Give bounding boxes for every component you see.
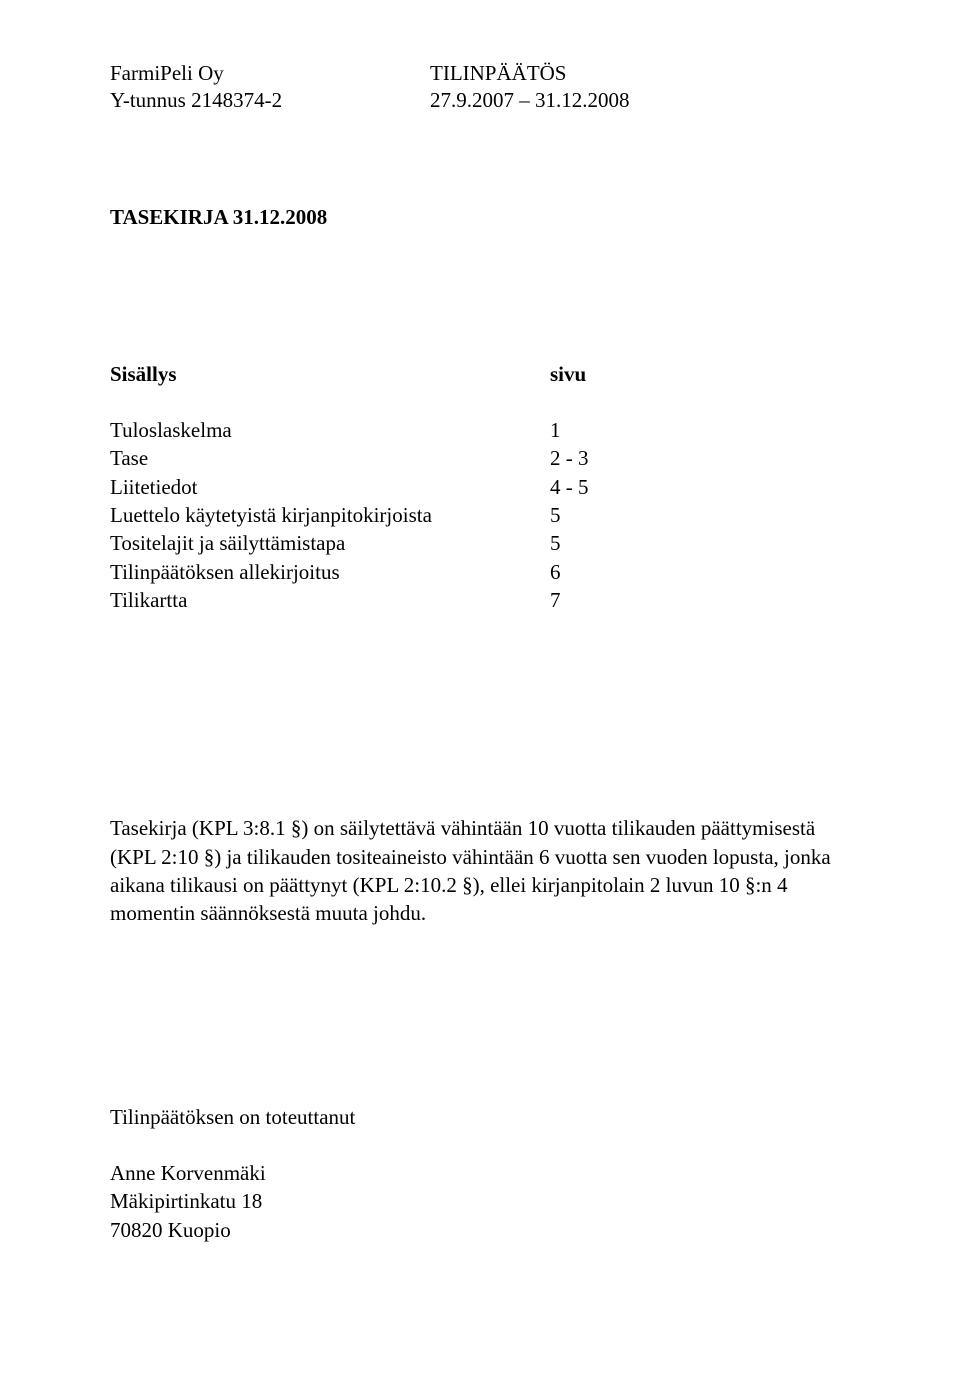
contents-row: Luettelo käytetyistä kirjanpitokirjoista…: [110, 501, 860, 529]
page-title: TASEKIRJA 31.12.2008: [110, 205, 860, 230]
contents-item-label: Tilikartta: [110, 586, 550, 614]
contents-item-page: 2 - 3: [550, 444, 630, 472]
contents-row: Tuloslaskelma 1: [110, 416, 860, 444]
preparer-name: Anne Korvenmäki: [110, 1159, 860, 1187]
contents-header: Sisällys sivu: [110, 360, 860, 388]
footer-block: Tilinpäätöksen on toteuttanut Anne Korve…: [110, 1103, 860, 1244]
preparer-address-1: Mäkipirtinkatu 18: [110, 1187, 860, 1215]
header-left: FarmiPeli Oy Y-tunnus 2148374-2: [110, 60, 430, 115]
preparer-address-2: 70820 Kuopio: [110, 1216, 860, 1244]
document-page: FarmiPeli Oy Y-tunnus 2148374-2 TILINPÄÄ…: [0, 0, 960, 1398]
contents-row: Liitetiedot 4 - 5: [110, 473, 860, 501]
spacer: [110, 1131, 860, 1159]
contents-row: Tilinpäätöksen allekirjoitus 6: [110, 558, 860, 586]
contents-block: Sisällys sivu Tuloslaskelma 1 Tase 2 - 3…: [110, 360, 860, 615]
contents-item-label: Tilinpäätöksen allekirjoitus: [110, 558, 550, 586]
contents-row: Tilikartta 7: [110, 586, 860, 614]
contents-row: Tositelajit ja säilyttämistapa 5: [110, 529, 860, 557]
contents-item-page: 4 - 5: [550, 473, 630, 501]
contents-item-label: Liitetiedot: [110, 473, 550, 501]
doc-period: 27.9.2007 – 31.12.2008: [430, 87, 630, 114]
retention-paragraph: Tasekirja (KPL 3:8.1 §) on säilytettävä …: [110, 814, 850, 927]
header-right: TILINPÄÄTÖS 27.9.2007 – 31.12.2008: [430, 60, 630, 115]
contents-heading-label: Sisällys: [110, 360, 550, 388]
contents-item-label: Tositelajit ja säilyttämistapa: [110, 529, 550, 557]
contents-heading-page: sivu: [550, 360, 630, 388]
company-id: Y-tunnus 2148374-2: [110, 87, 430, 114]
contents-row: Tase 2 - 3: [110, 444, 860, 472]
header: FarmiPeli Oy Y-tunnus 2148374-2 TILINPÄÄ…: [110, 60, 860, 115]
company-name: FarmiPeli Oy: [110, 60, 430, 87]
contents-item-label: Luettelo käytetyistä kirjanpitokirjoista: [110, 501, 550, 529]
prepared-by-label: Tilinpäätöksen on toteuttanut: [110, 1103, 860, 1131]
doc-type: TILINPÄÄTÖS: [430, 60, 630, 87]
contents-item-page: 5: [550, 529, 630, 557]
contents-item-page: 6: [550, 558, 630, 586]
contents-item-page: 1: [550, 416, 630, 444]
contents-item-label: Tuloslaskelma: [110, 416, 550, 444]
contents-item-page: 7: [550, 586, 630, 614]
contents-item-label: Tase: [110, 444, 550, 472]
spacer: [110, 388, 860, 416]
contents-item-page: 5: [550, 501, 630, 529]
